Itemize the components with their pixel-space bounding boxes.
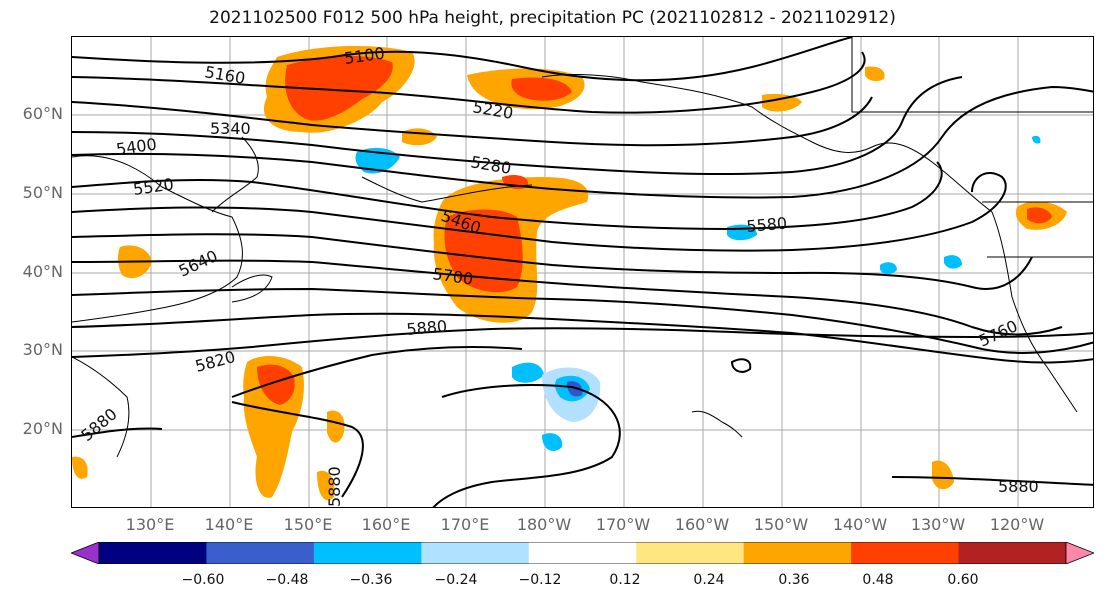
lon-label: 160°E [361, 515, 411, 534]
lat-label: 40°N [22, 262, 63, 281]
colorbar [71, 542, 1094, 564]
lon-label: 130°W [910, 515, 966, 534]
colorbar-segment [851, 542, 960, 564]
contour-label: 5880 [406, 317, 448, 339]
colorbar-tick: −0.36 [349, 572, 393, 588]
colorbar-segment [528, 542, 637, 564]
contour-label: 5340 [210, 119, 251, 138]
graticule [72, 37, 1093, 507]
coastlines [72, 37, 1093, 458]
lon-label: 140°E [204, 515, 254, 534]
contour-label: 5160 [203, 62, 246, 88]
contour-label: 5880 [998, 477, 1039, 496]
colorbar-segment [313, 542, 422, 564]
contour-label: 5580 [746, 214, 788, 236]
lon-label: 160°W [674, 515, 730, 534]
colorbar-segment [743, 542, 852, 564]
contour-label: 5880 [325, 466, 344, 507]
lon-label: 130°E [125, 515, 175, 534]
lon-label: 140°W [832, 515, 888, 534]
lon-label: 170°E [440, 515, 490, 534]
contour-label: 5880 [77, 404, 120, 445]
colorbar-tick: −0.12 [518, 572, 562, 588]
colorbar-segment [958, 542, 1067, 564]
colorbar-tick: 0.12 [609, 572, 641, 588]
colorbar-tick: −0.60 [181, 572, 225, 588]
colorbar-tick: 0.48 [862, 572, 894, 588]
colorbar-extend-high [1065, 542, 1094, 564]
colorbar-tick: 0.24 [693, 572, 725, 588]
colorbar-segment [636, 542, 745, 564]
lat-label: 20°N [22, 419, 63, 438]
lat-label: 30°N [22, 340, 63, 359]
colorbar-tick: −0.48 [265, 572, 309, 588]
colorbar-tick: 0.60 [947, 572, 979, 588]
lat-label: 60°N [22, 104, 63, 123]
colorbar-segment [421, 542, 530, 564]
colorbar-tick: 0.36 [778, 572, 810, 588]
colorbar-segment [206, 542, 315, 564]
colorbar-tick: −0.24 [434, 572, 478, 588]
colorbar-segment [99, 542, 207, 564]
contour-label: 5280 [469, 152, 512, 178]
lon-label: 150°W [753, 515, 809, 534]
lat-label: 50°N [22, 183, 63, 202]
map-title: 2021102500 F012 500 hPa height, precipit… [209, 8, 896, 28]
map-panel[interactable]: 5100 5160 5220 5280 5340 5400 5460 5520 … [71, 36, 1094, 508]
contour-label: 5640 [176, 246, 221, 280]
colorbar-extend-low [71, 542, 100, 564]
height-contours [72, 37, 1093, 507]
lon-label: 150°E [283, 515, 333, 534]
lon-label: 170°W [595, 515, 651, 534]
contour-label: 5520 [132, 174, 175, 198]
lon-label: 120°W [989, 515, 1045, 534]
contour-label: 5760 [976, 316, 1021, 350]
map-svg: 5100 5160 5220 5280 5340 5400 5460 5520 … [72, 37, 1093, 507]
lon-label: 180°W [516, 515, 572, 534]
